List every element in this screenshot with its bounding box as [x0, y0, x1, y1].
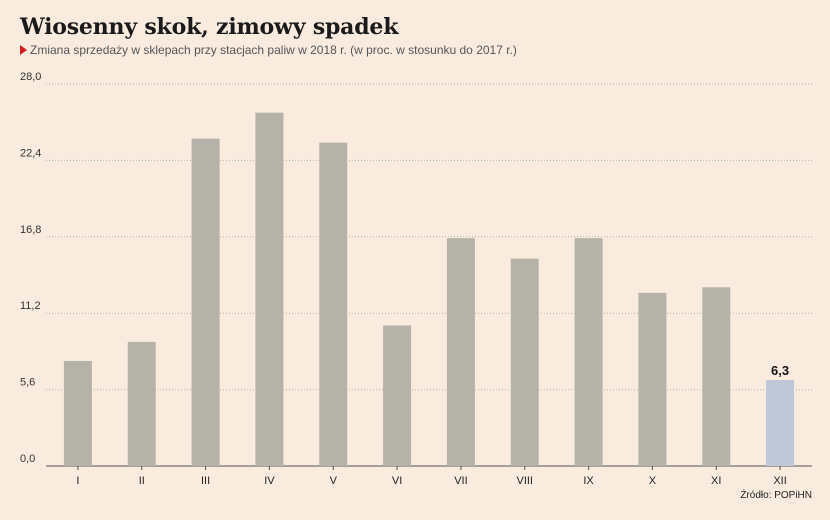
x-tick-label: VII: [454, 475, 467, 487]
y-tick-label: 0,0: [20, 453, 35, 465]
x-tick-label: IX: [583, 475, 594, 487]
bar: [383, 325, 412, 466]
subtitle-row: Zmiana sprzedaży w sklepach przy stacjac…: [20, 43, 517, 57]
x-tick-label: III: [201, 475, 210, 487]
data-label: 6,3: [771, 363, 789, 378]
source-note: Źródło: POPiHN: [740, 490, 812, 501]
x-tick-label: X: [649, 475, 657, 487]
red-triangle-icon: [20, 45, 27, 55]
x-tick-label: I: [76, 475, 79, 487]
labels: 0,05,611,216,822,428,0I II III IV V VI VII VIII…: [20, 71, 789, 487]
y-tick-label: 5,6: [20, 377, 35, 389]
x-tick-label: VI: [392, 475, 402, 487]
bar: [255, 112, 284, 467]
y-tick-label: 28,0: [20, 71, 41, 83]
y-tick-label: 11,2: [20, 300, 41, 312]
chart-subtitle: Zmiana sprzedaży w sklepach przy stacjac…: [30, 43, 517, 57]
bars: [63, 112, 795, 467]
x-tick-label: XII: [773, 475, 786, 487]
bar: [63, 360, 92, 466]
chart-title: Wiosenny skok, zimowy spadek: [20, 14, 399, 40]
grid-lines: [46, 83, 812, 470]
bar: [702, 287, 731, 466]
bar: [574, 238, 603, 466]
x-tick-label: IV: [264, 475, 275, 487]
x-tick-label: V: [330, 475, 338, 487]
x-tick-label: XI: [711, 475, 721, 487]
bar: [638, 292, 667, 466]
y-tick-label: 22,4: [20, 147, 41, 159]
bar: [766, 380, 795, 466]
bar: [510, 258, 539, 466]
bar: [191, 138, 220, 467]
bar: [127, 341, 156, 466]
x-tick-label: II: [139, 475, 145, 487]
x-tick-label: VIII: [516, 475, 533, 487]
bar: [446, 238, 475, 466]
y-tick-label: 16,8: [20, 224, 41, 236]
bar: [319, 142, 348, 466]
